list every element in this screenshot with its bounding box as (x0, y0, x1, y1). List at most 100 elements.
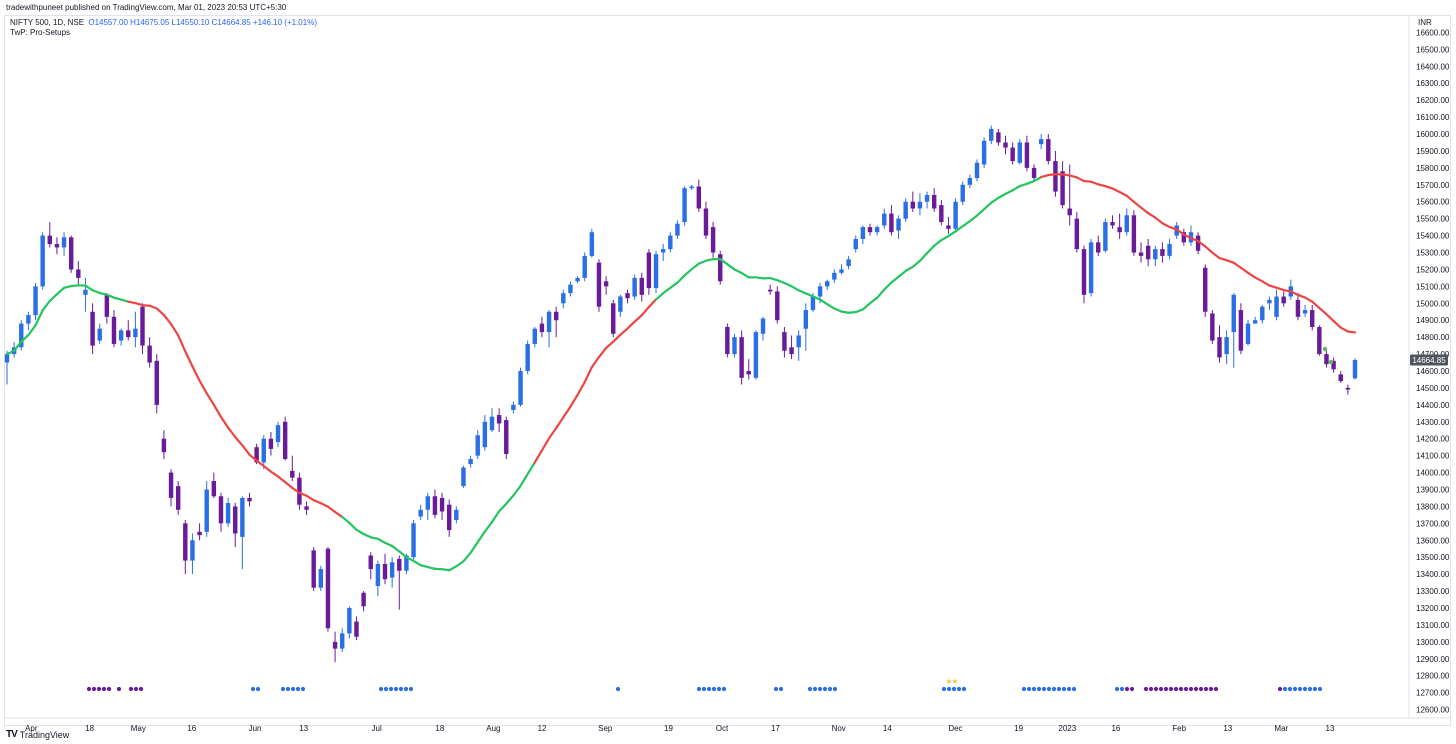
moving-average-segment (925, 244, 936, 255)
candle-body (903, 201, 908, 219)
candle-body (867, 227, 873, 233)
chart-frame (4, 15, 1451, 726)
moving-average-segment (476, 530, 486, 544)
signal-dot (778, 686, 784, 692)
signal-dot (696, 686, 702, 692)
candle-body (860, 227, 866, 239)
candle-body (261, 438, 266, 463)
moving-average-segment (127, 300, 137, 305)
moving-average-segment (312, 499, 322, 505)
moving-average-segment (70, 284, 80, 288)
signal-dot (1036, 686, 1042, 692)
moving-average-segment (719, 258, 729, 266)
candle-body (382, 563, 388, 580)
y-tick-label: 15500.00 (1416, 215, 1450, 224)
moving-average-segment (619, 327, 629, 336)
moving-average-segment (162, 313, 173, 326)
moving-average-segment (1239, 266, 1250, 274)
candle-body (839, 269, 844, 273)
candle-body (1160, 249, 1165, 256)
moving-average-segment (654, 292, 665, 301)
candle-body (1138, 252, 1144, 256)
candle-body (418, 509, 423, 517)
y-tick-label: 12600.00 (1416, 706, 1450, 715)
moving-average-segment (41, 299, 51, 312)
moving-average-segment (547, 427, 558, 440)
signal-dot (1193, 686, 1199, 692)
signal-dot (1119, 686, 1125, 692)
candle-body (1267, 299, 1272, 304)
candle-body (1031, 167, 1037, 179)
moving-average-segment (1032, 176, 1043, 183)
y-tick-label: 15300.00 (1416, 249, 1450, 258)
y-tick-label: 15700.00 (1416, 181, 1450, 190)
moving-average-segment (262, 464, 272, 473)
y-tick-label: 14500.00 (1416, 384, 1450, 393)
candle-body (846, 259, 851, 267)
moving-average-segment (961, 220, 971, 228)
candle-body (646, 252, 652, 289)
moving-average-segment (1346, 330, 1357, 334)
moving-average-segment (1189, 237, 1200, 243)
moving-average-segment (5, 349, 16, 356)
candle-body (561, 293, 566, 304)
candle-body (1153, 249, 1158, 260)
candle-body (575, 277, 580, 282)
signal-dot (290, 686, 296, 692)
candle-body (974, 162, 980, 179)
candle-body (1131, 215, 1137, 253)
candle-body (1038, 139, 1044, 145)
candle-body (1274, 296, 1279, 317)
candle-body (775, 291, 780, 321)
x-tick-label: Jul (372, 724, 382, 733)
moving-average-segment (669, 281, 679, 289)
x-tick-label: 13 (299, 724, 308, 733)
signal-dot (1124, 686, 1130, 692)
signal-dot (1198, 686, 1204, 692)
candle-body (989, 128, 994, 141)
candle-body (482, 421, 488, 448)
candle-body (1252, 320, 1258, 324)
moving-average-segment (398, 550, 408, 559)
signal-dot (1026, 686, 1032, 692)
candle-body (910, 201, 916, 209)
signal-dot (1153, 686, 1159, 692)
indicator-legend[interactable]: TwP: Pro-Setups (10, 28, 71, 37)
moving-average-segment (640, 305, 651, 317)
moving-average-segment (483, 520, 494, 533)
moving-average-segment (562, 405, 572, 419)
moving-average-segment (20, 333, 30, 343)
signal-dot (1056, 686, 1062, 692)
tradingview-logo[interactable]: TV TradingView (6, 729, 69, 740)
x-tick-label: Nov (832, 724, 846, 733)
moving-average-segment (847, 310, 857, 314)
candle-body (354, 621, 359, 637)
candle-body (468, 459, 473, 465)
moving-average-segment (1261, 280, 1271, 287)
moving-average-segment (269, 470, 280, 478)
moving-average-segment (1147, 212, 1157, 219)
candle-body (1231, 294, 1236, 333)
candle-body (1074, 218, 1080, 250)
signal-dot (946, 686, 952, 692)
moving-average-segment (1082, 179, 1093, 183)
tradingview-logo-text: TradingView (19, 729, 70, 740)
candle-body (161, 438, 167, 453)
signal-dot (1178, 686, 1184, 692)
signal-dot (1183, 686, 1189, 692)
moving-average-segment (355, 528, 365, 536)
moving-average-segment (255, 459, 265, 468)
signal-dot (101, 686, 107, 692)
moving-average-segment (198, 379, 208, 395)
signal-dot (961, 686, 967, 692)
star-icon: ★ (951, 677, 958, 686)
candle-body (68, 237, 74, 270)
candle-body (1352, 359, 1358, 379)
y-tick-label: 14200.00 (1416, 435, 1450, 444)
moving-average-segment (1004, 189, 1014, 195)
signal-dot (822, 686, 828, 692)
moving-average-segment (455, 560, 465, 568)
signal-dot (807, 686, 813, 692)
moving-average-segment (1339, 326, 1349, 333)
